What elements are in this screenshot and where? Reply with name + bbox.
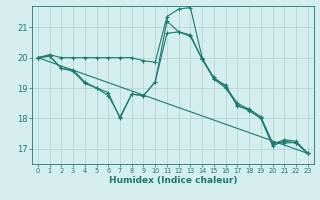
X-axis label: Humidex (Indice chaleur): Humidex (Indice chaleur) xyxy=(108,176,237,185)
